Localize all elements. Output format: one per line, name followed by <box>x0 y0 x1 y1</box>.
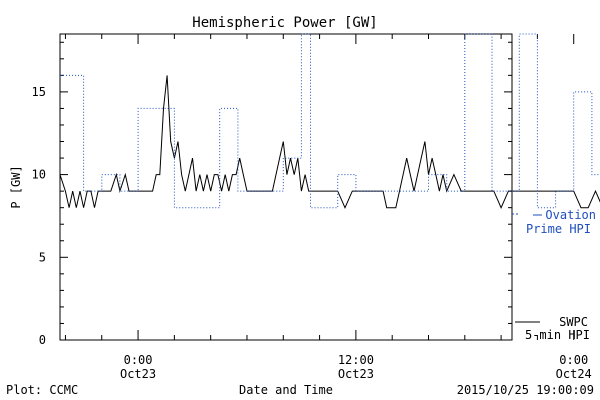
legend-swpc-label-2: 5-min HPI <box>525 328 590 342</box>
plot-credit: Plot: CCMC <box>6 383 78 397</box>
legend-ovation-label-1: Ovation <box>545 208 596 222</box>
series-swpc-line <box>59 75 600 209</box>
plot-frame <box>59 33 513 341</box>
chart-title: Hemispheric Power [GW] <box>192 15 377 31</box>
legend-ovation-label-2: Prime HPI <box>526 222 591 236</box>
legend-swpc-label-1: SWPC <box>559 315 588 329</box>
x-axis-label: Date and Time <box>239 383 333 397</box>
x-tick-time-label: 12:00 <box>338 353 374 367</box>
x-axis-ticks: 0:00Oct2312:00Oct230:00Oct2412:00Oct240:… <box>64 34 592 381</box>
y-axis-ticks: 0 5 10 15 <box>32 41 512 347</box>
series-layer <box>59 33 600 209</box>
y-tick-label: 0 <box>39 333 46 347</box>
y-tick-label: 10 <box>32 168 46 182</box>
x-tick-date-label: Oct23 <box>120 367 156 381</box>
y-tick-label: 15 <box>32 85 46 99</box>
x-tick-date-label: Oct23 <box>338 367 374 381</box>
x-tick-date-label: Oct24 <box>556 367 592 381</box>
y-axis-label: P [GW] <box>9 165 23 208</box>
x-tick-time-label: 0:00 <box>124 353 153 367</box>
plot-timestamp: 2015/10/25 19:00:09 <box>457 383 594 397</box>
y-tick-label: 5 <box>39 250 46 264</box>
x-tick-time-label: 0:00 <box>559 353 588 367</box>
series-ovation-line <box>60 33 600 209</box>
